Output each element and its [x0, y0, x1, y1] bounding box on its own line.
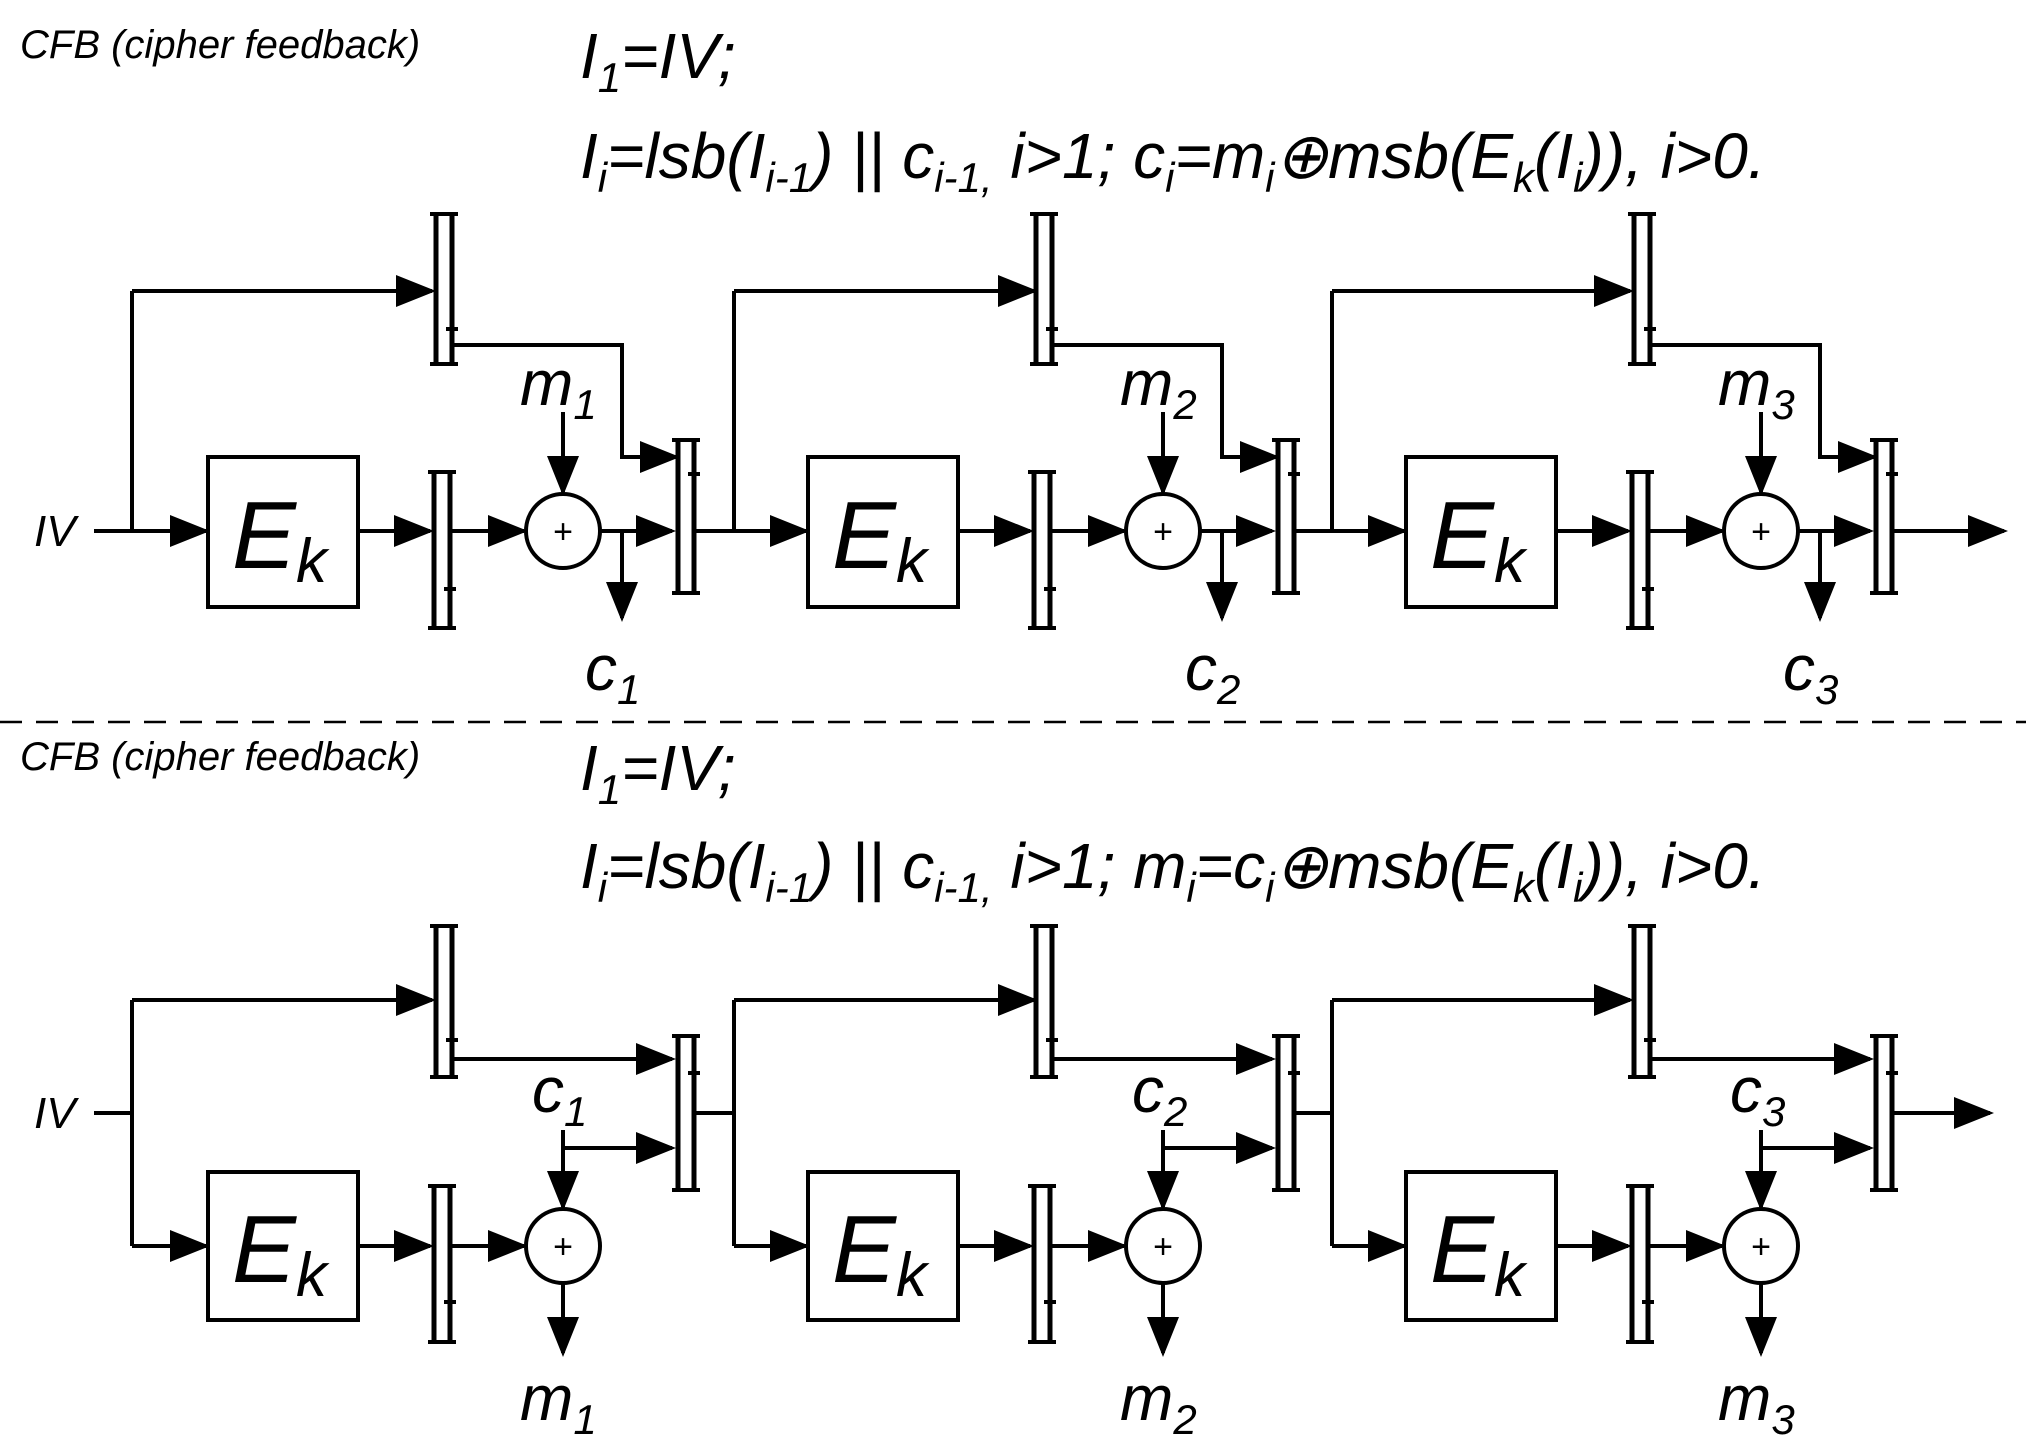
decryption-stage-2: Ek + c2 m2: [806, 924, 1276, 1443]
shift-register-top: [430, 212, 458, 366]
shift-register-top: [430, 924, 458, 1079]
decryption-stage-1: Ek + c1 m1: [206, 924, 676, 1443]
cipher-label: Ek: [832, 1196, 930, 1310]
cipher-box: [806, 455, 960, 609]
encryption-diagram: IV Ek + m1 c1: [34, 212, 2008, 713]
encryption-stage-3: Ek + m3 c3: [1404, 212, 1878, 713]
input-register-2: [672, 438, 700, 595]
input-register-3: [1272, 438, 1300, 595]
ciphertext-label: c2: [1185, 632, 1240, 713]
encryption-formula-line2: Ii=lsb(Ii-1) || ci-1, i>1; ci=mi⊕msb(Ek(…: [580, 120, 1766, 201]
cipher-box: [1404, 455, 1558, 609]
output-register: [1626, 1184, 1654, 1344]
ciphertext-label: c1: [585, 632, 640, 713]
ciphertext-label: c1: [532, 1054, 587, 1135]
lsb-feedback-wire: [452, 343, 680, 473]
xor-symbol: +: [1751, 513, 1771, 551]
xor-symbol: +: [1153, 1228, 1173, 1266]
cipher-label: Ek: [1430, 482, 1528, 596]
cipher-box: [206, 455, 360, 609]
decryption-formula-line2: Ii=lsb(Ii-1) || ci-1, i>1; mi=ci⊕msb(Ek(…: [580, 830, 1766, 911]
encryption-title: CFB (cipher feedback): [20, 23, 420, 67]
plaintext-label: m3: [1718, 347, 1795, 428]
iv-label: IV: [34, 1089, 79, 1138]
ciphertext-label: c2: [1132, 1054, 1187, 1135]
shift-register-top: [1030, 212, 1058, 366]
output-register: [1028, 470, 1056, 630]
input-register-4: [1870, 438, 1898, 595]
encryption-stage-1: Ek + m1 c1: [206, 212, 680, 713]
xor-symbol: +: [1751, 1228, 1771, 1266]
decryption-stage-3: Ek + c3 m3: [1404, 924, 1874, 1443]
shift-register-top: [1628, 924, 1656, 1079]
cipher-label: Ek: [832, 482, 930, 596]
plaintext-label: m3: [1718, 1362, 1795, 1443]
ciphertext-label: c3: [1783, 632, 1838, 713]
cipher-label: Ek: [232, 482, 330, 596]
ciphertext-label: c3: [1730, 1054, 1785, 1135]
cipher-box: [206, 1170, 360, 1322]
cipher-label: Ek: [1430, 1196, 1528, 1310]
output-register: [1028, 1184, 1056, 1344]
plaintext-label: m1: [520, 347, 597, 428]
decryption-formula-line1: I1=IV;: [580, 732, 736, 813]
decryption-diagram: IV Ek + c1 m1: [34, 924, 1994, 1443]
plaintext-label: m1: [520, 1362, 597, 1443]
shift-register-top: [1628, 212, 1656, 366]
output-register: [1626, 470, 1654, 630]
output-register: [428, 470, 456, 630]
encryption-formula-line1: I1=IV;: [580, 20, 736, 101]
iv-label: IV: [34, 507, 79, 556]
cipher-label: Ek: [232, 1196, 330, 1310]
lsb-feedback-wire: [1052, 343, 1280, 473]
shift-register-top: [1030, 924, 1058, 1079]
xor-symbol: +: [553, 513, 573, 551]
lsb-feedback-wire: [1650, 343, 1878, 473]
cipher-box: [1404, 1170, 1558, 1322]
encryption-stage-2: Ek + m2 c2: [806, 212, 1280, 713]
cipher-box: [806, 1170, 960, 1322]
plaintext-label: m2: [1120, 1362, 1197, 1443]
plaintext-label: m2: [1120, 347, 1197, 428]
output-register: [428, 1184, 456, 1344]
xor-symbol: +: [1153, 513, 1173, 551]
xor-symbol: +: [553, 1228, 573, 1266]
decryption-title: CFB (cipher feedback): [20, 735, 420, 779]
